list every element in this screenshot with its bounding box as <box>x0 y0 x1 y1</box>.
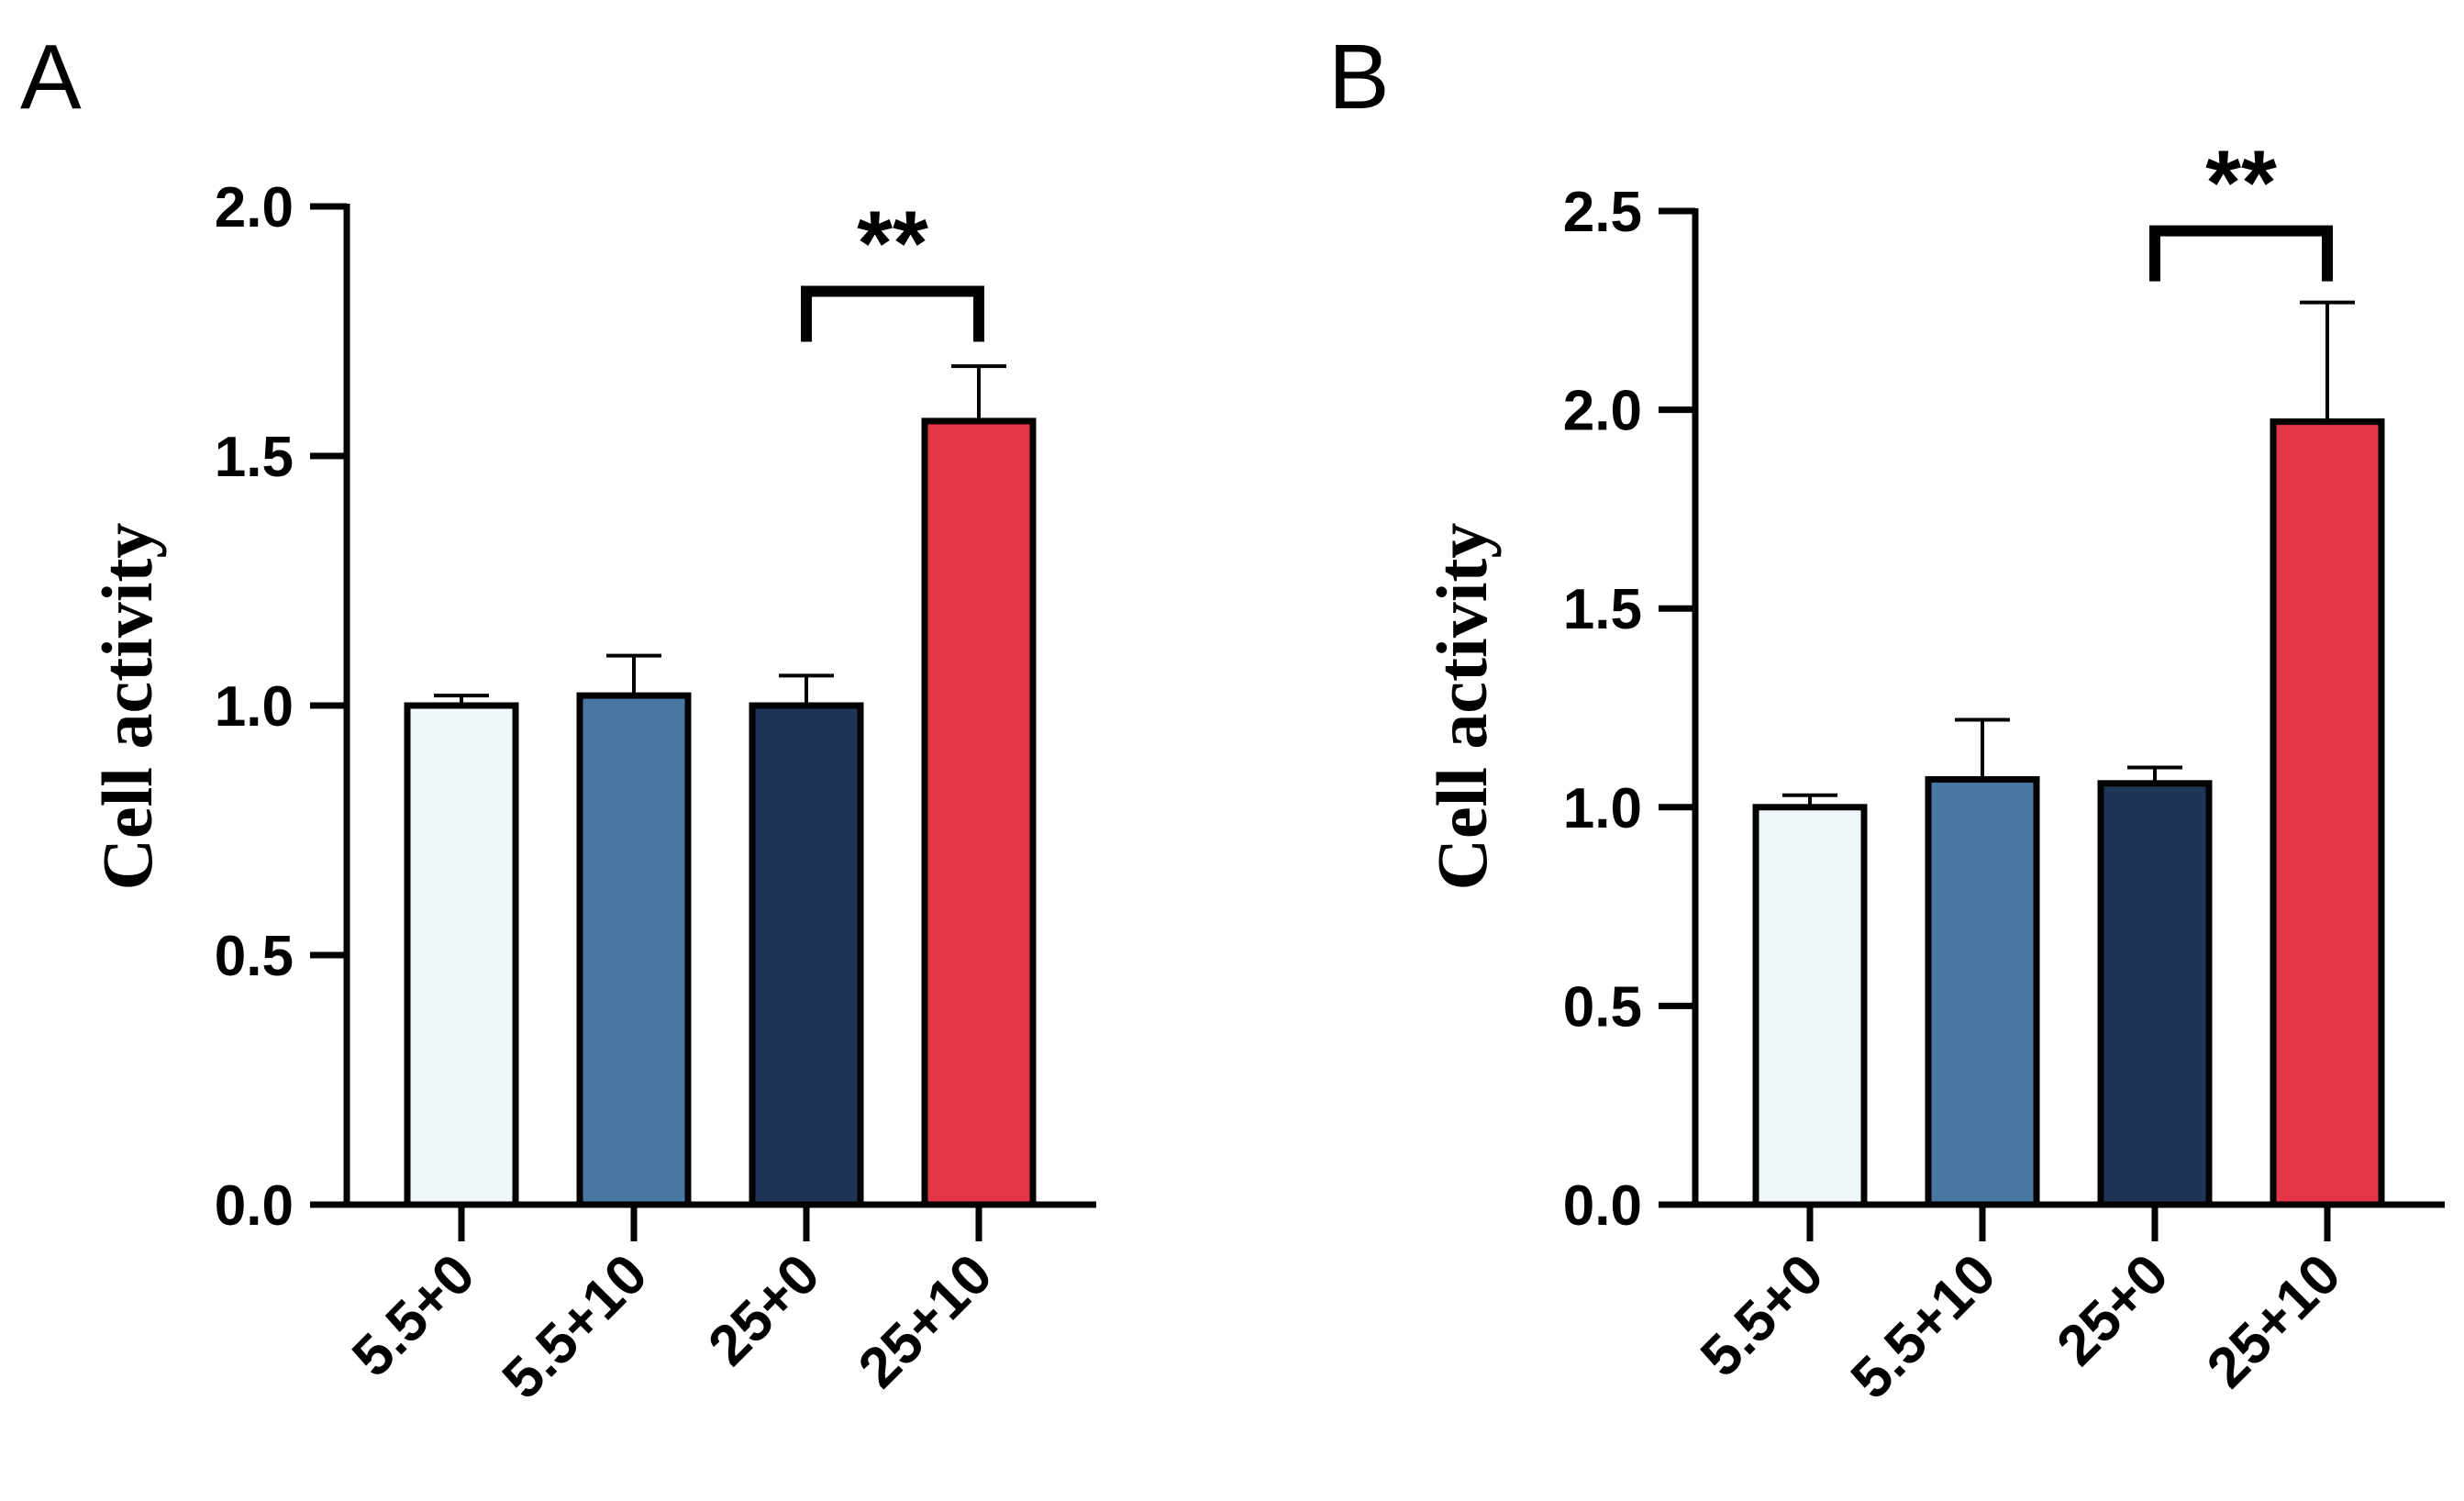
bar <box>921 417 1037 1208</box>
bar <box>404 702 519 1208</box>
chart-panel-b: B Cell activity 0.0 0.5 1.0 1.5 2.0 2.5 5.5+0 5.5… <box>1328 26 2445 1411</box>
y-tick-label: 2.0 <box>215 176 294 239</box>
bar <box>2270 418 2385 1208</box>
y-tick-label: 1.5 <box>1563 578 1642 641</box>
y-axis-label: Cell activity <box>1422 523 1502 891</box>
y-tick-label: 1.0 <box>215 675 294 739</box>
x-tick-label: 5.5+10 <box>491 1242 660 1411</box>
bar <box>749 702 864 1208</box>
significance-bracket <box>2149 225 2333 282</box>
x-tick-label: 25+10 <box>847 1242 1004 1400</box>
y-tick-label: 0.0 <box>1563 1174 1642 1238</box>
x-tick-label: 25+0 <box>696 1242 832 1378</box>
bar <box>1752 804 1868 1208</box>
panel-label: B <box>1328 26 1390 128</box>
y-tick-label: 0.0 <box>215 1174 294 1238</box>
significance-bracket <box>801 285 984 342</box>
chart-panel-a: A Cell activity 0.0 0.5 1.0 1.5 2.0 5.5+0 5.5+10… <box>20 26 1096 1411</box>
y-tick-label: 2.5 <box>1563 181 1642 244</box>
y-tick-label: 1.5 <box>215 426 294 489</box>
y-tick-label: 1.0 <box>1563 777 1642 840</box>
y-tick-label: 0.5 <box>215 925 294 988</box>
bar <box>1925 775 2040 1208</box>
y-tick-label: 2.0 <box>1563 380 1642 443</box>
bar <box>576 692 692 1208</box>
panel-label: A <box>20 26 82 128</box>
x-tick-label: 5.5+0 <box>1689 1242 1836 1389</box>
y-axis-label: Cell activity <box>87 523 167 891</box>
x-tick-label: 5.5+10 <box>1839 1242 2008 1411</box>
significance-label: ** <box>857 192 928 295</box>
x-tick-label: 25+0 <box>2045 1242 2181 1378</box>
x-tick-label: 25+10 <box>2195 1242 2353 1400</box>
x-tick-label: 5.5+0 <box>340 1242 487 1389</box>
significance-label: ** <box>2205 132 2277 235</box>
bar <box>2097 780 2213 1208</box>
y-tick-label: 0.5 <box>1563 975 1642 1039</box>
